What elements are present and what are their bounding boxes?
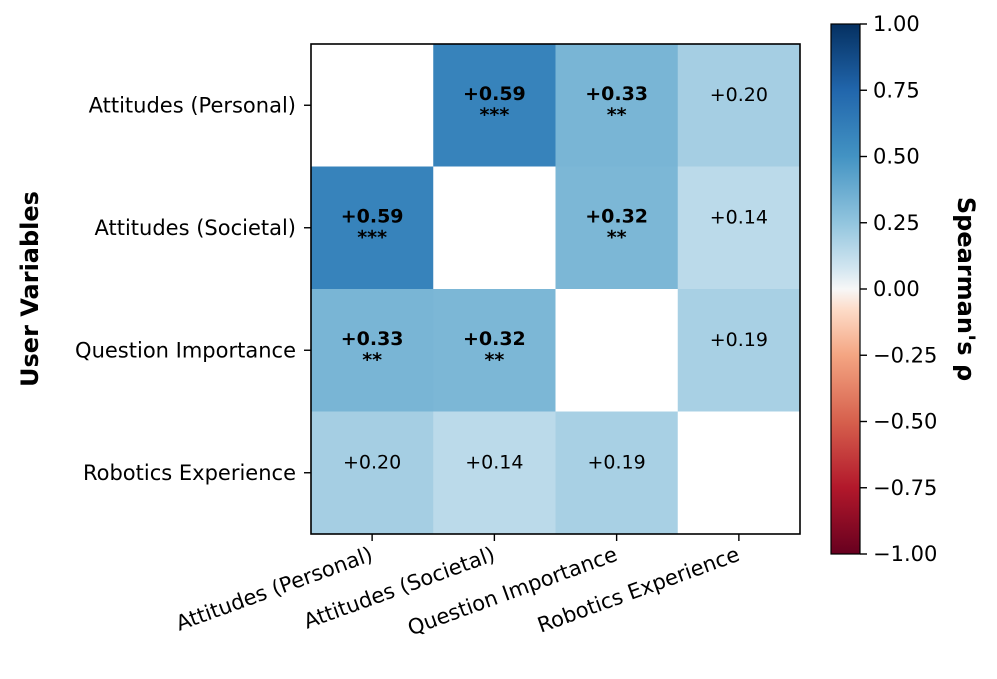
y-axis-ticks: Attitudes (Personal) Attitudes (Societal)…	[75, 93, 311, 485]
plot-frame	[310, 43, 801, 535]
heatmap-annotations: +0.59***+0.33**+0.20+0.59***+0.32**+0.14…	[341, 83, 768, 474]
y-tick-label-2: Question Importance	[75, 338, 296, 362]
x-tick-label-2: Question Importance	[404, 542, 620, 640]
heatmap-value-r0-c2: +0.33	[585, 83, 648, 105]
y-tick-label-3: Robotics Experience	[83, 461, 296, 485]
heatmap-significance-r0-c2: **	[607, 104, 627, 126]
heatmap-significance-r2-c1: **	[484, 349, 504, 371]
heatmap-cell-r1-c2	[555, 166, 679, 290]
colorbar-ticks: 1.00 0.75 0.50 0.25 0.00 −0.25 −0.50 −0.75 −1.00	[860, 12, 937, 566]
heatmap-cell-r1-c1	[433, 166, 556, 290]
heatmap-cell-r3-c1	[433, 411, 556, 535]
colorbar-title: Spearman's ρ	[952, 197, 980, 381]
heatmap-cell-r1-c0	[311, 166, 434, 290]
heatmap-value-r3-c0: +0.20	[343, 452, 401, 474]
y-axis-title: User Variables	[16, 191, 44, 387]
heatmap-cell-r1-c3	[677, 166, 801, 290]
x-axis-ticks: Attitudes (Personal)Attitudes (Societal)…	[173, 534, 743, 640]
colorbar-tick-label-5: −0.25	[873, 343, 937, 367]
heatmap-value-r0-c3: +0.20	[710, 84, 768, 106]
colorbar-tick-label-2: 0.50	[873, 145, 920, 169]
x-tick-label-0: Attitudes (Personal)	[173, 542, 376, 635]
colorbar-tick-label-7: −0.75	[873, 476, 937, 500]
colorbar-tick-label-6: −0.50	[873, 410, 937, 434]
colorbar-tick-label-1: 0.75	[873, 78, 920, 102]
heatmap-value-r2-c0: +0.33	[341, 328, 404, 350]
heatmap-cell-r0-c0	[311, 44, 434, 167]
heatmap-value-r1-c2: +0.32	[585, 206, 648, 228]
heatmap-cell-r2-c2	[555, 289, 679, 412]
heatmap-cell-r2-c0	[311, 289, 434, 412]
heatmap-cell-r2-c3	[677, 289, 801, 412]
heatmap-cell-r3-c2	[555, 411, 679, 535]
heatmap-value-r1-c0: +0.59	[341, 206, 404, 228]
heatmap-cell-r0-c2	[555, 44, 679, 167]
heatmap-value-r1-c3: +0.14	[710, 207, 768, 229]
heatmap-value-r3-c1: +0.14	[465, 452, 523, 474]
heatmap-cell-r3-c0	[311, 411, 434, 535]
heatmap-significance-r0-c1: ***	[479, 104, 509, 126]
heatmap-significance-r1-c2: **	[607, 227, 627, 249]
heatmap-value-r2-c3: +0.19	[710, 329, 768, 351]
x-tick-label-3: Robotics Experience	[534, 542, 742, 637]
colorbar-tick-label-0: 1.00	[873, 12, 920, 36]
y-tick-label-1: Attitudes (Societal)	[94, 216, 296, 240]
heatmap-cell-r0-c1	[433, 44, 556, 167]
heatmap-value-r2-c1: +0.32	[463, 328, 526, 350]
heatmap-value-r3-c2: +0.19	[588, 452, 646, 474]
heatmap-cell-r3-c3	[677, 411, 801, 535]
heatmap-cell-r2-c1	[433, 289, 556, 412]
heatmap-cells	[311, 44, 801, 535]
colorbar	[830, 23, 861, 555]
colorbar-tick-label-8: −1.00	[873, 542, 937, 566]
heatmap-cell-r0-c3	[677, 44, 801, 167]
y-tick-label-0: Attitudes (Personal)	[89, 93, 296, 117]
heatmap-significance-r1-c0: ***	[357, 227, 387, 249]
heatmap-significance-r2-c0: **	[362, 349, 382, 371]
heatmap-value-r0-c1: +0.59	[463, 83, 526, 105]
colorbar-tick-label-4: 0.00	[873, 277, 920, 301]
colorbar-tick-label-3: 0.25	[873, 211, 920, 235]
